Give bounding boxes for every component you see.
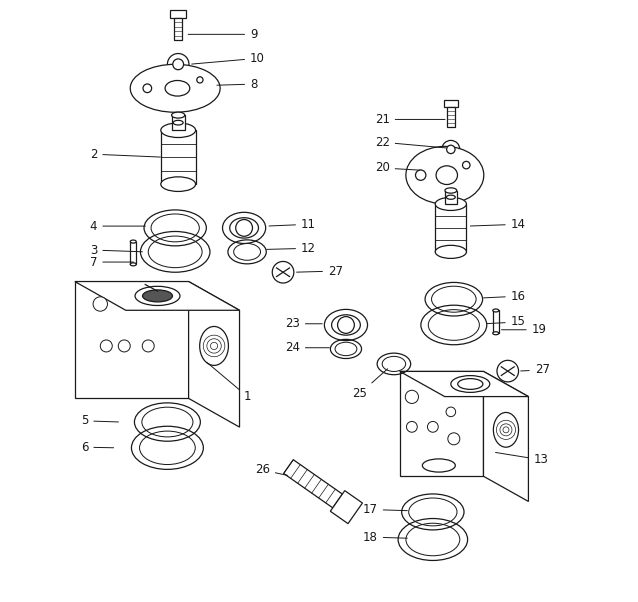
Circle shape bbox=[448, 433, 460, 445]
Text: 27: 27 bbox=[521, 364, 550, 376]
Bar bbox=[445, 190, 457, 204]
Text: 15: 15 bbox=[487, 315, 526, 329]
Ellipse shape bbox=[172, 112, 185, 118]
Ellipse shape bbox=[332, 315, 360, 335]
Bar bbox=[447, 107, 455, 127]
Text: 6: 6 bbox=[81, 441, 114, 454]
Polygon shape bbox=[330, 491, 362, 524]
Circle shape bbox=[93, 297, 107, 311]
Text: 22: 22 bbox=[375, 135, 446, 149]
Circle shape bbox=[118, 340, 130, 352]
Ellipse shape bbox=[130, 263, 137, 266]
Polygon shape bbox=[189, 282, 239, 427]
Ellipse shape bbox=[445, 188, 457, 193]
Bar bbox=[161, 130, 196, 184]
Text: 17: 17 bbox=[363, 503, 407, 516]
Text: 16: 16 bbox=[484, 290, 526, 303]
Ellipse shape bbox=[451, 376, 490, 393]
Ellipse shape bbox=[130, 240, 137, 243]
Bar bbox=[130, 241, 137, 264]
Ellipse shape bbox=[457, 379, 483, 389]
Circle shape bbox=[100, 340, 112, 352]
Text: 23: 23 bbox=[285, 317, 322, 330]
Text: 3: 3 bbox=[90, 244, 142, 256]
Circle shape bbox=[272, 261, 294, 283]
Text: 2: 2 bbox=[90, 147, 160, 161]
Text: 27: 27 bbox=[297, 264, 343, 278]
Ellipse shape bbox=[230, 218, 258, 238]
Ellipse shape bbox=[422, 459, 456, 472]
Text: 21: 21 bbox=[375, 113, 445, 126]
Circle shape bbox=[442, 140, 460, 158]
Polygon shape bbox=[284, 460, 343, 508]
Polygon shape bbox=[75, 282, 239, 310]
Text: 24: 24 bbox=[285, 341, 329, 354]
Ellipse shape bbox=[174, 120, 183, 125]
Circle shape bbox=[463, 161, 470, 169]
Text: 12: 12 bbox=[267, 242, 316, 255]
Text: 26: 26 bbox=[255, 464, 288, 476]
Text: 10: 10 bbox=[192, 52, 265, 65]
Text: 8: 8 bbox=[217, 78, 258, 90]
Circle shape bbox=[497, 361, 519, 382]
Text: 20: 20 bbox=[375, 161, 421, 175]
Text: 14: 14 bbox=[470, 218, 526, 231]
Circle shape bbox=[143, 84, 152, 93]
Ellipse shape bbox=[447, 195, 456, 199]
Ellipse shape bbox=[435, 246, 466, 258]
Circle shape bbox=[197, 77, 203, 83]
Polygon shape bbox=[75, 282, 189, 399]
Ellipse shape bbox=[493, 412, 519, 447]
Text: 18: 18 bbox=[363, 530, 407, 544]
Ellipse shape bbox=[165, 81, 189, 96]
Bar bbox=[170, 10, 186, 17]
Text: 7: 7 bbox=[90, 256, 133, 268]
Text: 5: 5 bbox=[81, 414, 119, 427]
Circle shape bbox=[405, 390, 419, 403]
Ellipse shape bbox=[435, 197, 466, 211]
Circle shape bbox=[173, 59, 184, 70]
Bar bbox=[493, 311, 499, 334]
Circle shape bbox=[235, 220, 253, 236]
Ellipse shape bbox=[493, 309, 499, 312]
Circle shape bbox=[415, 170, 426, 181]
Polygon shape bbox=[400, 371, 484, 476]
Circle shape bbox=[142, 340, 154, 352]
Bar bbox=[435, 204, 466, 252]
Ellipse shape bbox=[135, 287, 180, 305]
Ellipse shape bbox=[161, 177, 196, 191]
Ellipse shape bbox=[406, 146, 484, 204]
Bar bbox=[172, 115, 185, 130]
Text: 9: 9 bbox=[188, 28, 258, 41]
Circle shape bbox=[338, 317, 354, 334]
Ellipse shape bbox=[493, 332, 499, 335]
Ellipse shape bbox=[200, 326, 228, 365]
Text: 11: 11 bbox=[269, 218, 316, 231]
Ellipse shape bbox=[223, 213, 265, 243]
Circle shape bbox=[446, 407, 456, 417]
Ellipse shape bbox=[161, 123, 196, 137]
Text: 1: 1 bbox=[207, 363, 251, 403]
Circle shape bbox=[447, 145, 455, 154]
Circle shape bbox=[427, 421, 438, 432]
Text: 25: 25 bbox=[352, 369, 388, 400]
Bar bbox=[174, 17, 182, 40]
Bar bbox=[444, 101, 458, 107]
Text: 19: 19 bbox=[501, 323, 547, 337]
Polygon shape bbox=[484, 371, 528, 501]
Ellipse shape bbox=[142, 290, 172, 302]
Circle shape bbox=[167, 54, 189, 75]
Ellipse shape bbox=[324, 309, 367, 341]
Polygon shape bbox=[400, 371, 528, 397]
Circle shape bbox=[406, 421, 417, 432]
Ellipse shape bbox=[436, 166, 457, 184]
Ellipse shape bbox=[130, 64, 220, 112]
Text: 13: 13 bbox=[496, 453, 549, 467]
Text: 4: 4 bbox=[90, 220, 145, 232]
